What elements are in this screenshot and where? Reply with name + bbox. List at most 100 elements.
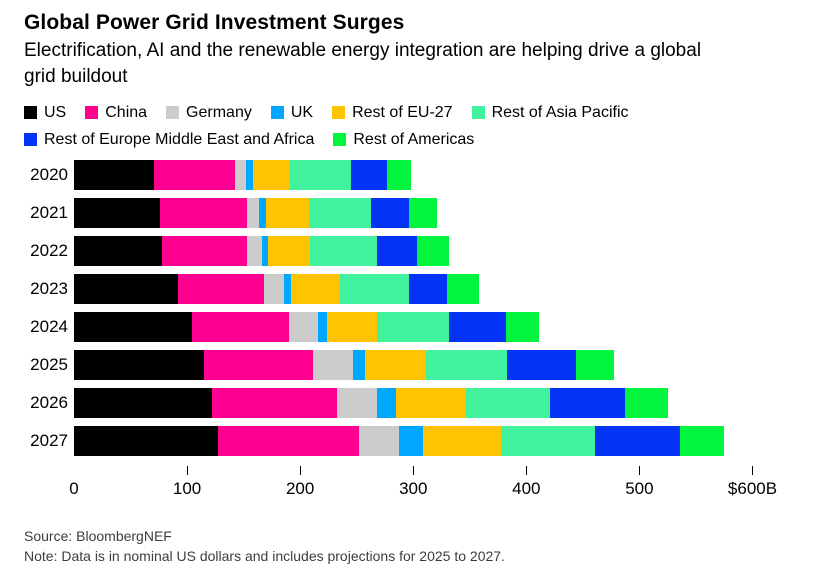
bar-row: 2020 [24,160,792,190]
bar-segment [576,350,615,380]
chart-legend: US China Germany UK Rest of EU-27 Rest of Asi… [24,102,784,150]
legend-swatch-icon [85,106,99,119]
legend-label: UK [290,103,314,121]
year-label: 2027 [30,431,68,450]
bar-segment [268,236,311,266]
legend-swatch-icon [270,106,284,119]
source-text: Source: BloombergNEF [24,528,172,544]
bar-row: 2025 [24,350,792,380]
legend-item: Rest of Americas [333,129,474,150]
legend-swatch-icon [24,133,37,146]
legend-label: Rest of Europe Middle East and Africa [44,130,315,148]
bar-segment [466,388,551,418]
legend-swatch-icon [332,106,346,119]
legend-swatch-icon [24,106,37,119]
axis-tick-mark [752,466,753,475]
bar-segment [247,198,260,228]
bar-segment [377,312,450,342]
legend-item: Rest of Asia Pacific [471,102,629,123]
bar-row: 2026 [24,388,792,418]
bar-segment [501,426,596,456]
bar-segment [312,350,354,380]
bar-segment [396,388,467,418]
legend-item: US [24,102,66,123]
bar-segment [217,426,359,456]
bar-segment [550,388,625,418]
axis-tick-label: $600B [727,479,778,498]
bar-segment [327,312,378,342]
bar-segment [289,160,351,190]
bar-segment [449,312,506,342]
bar-segment [408,198,437,228]
bar-segment [310,236,377,266]
legend-swatch-icon [333,133,347,146]
year-label: 2022 [30,241,68,260]
bar-segment [204,350,313,380]
legend-label: US [44,103,67,121]
bar-segment [358,426,399,456]
bar-segment [288,312,319,342]
bar-segment [162,236,247,266]
year-label: 2020 [30,165,68,184]
axis-tick-mark [525,466,527,475]
bar-segment [309,198,372,228]
bar-segment [371,198,409,228]
bar-segment [74,274,179,304]
bar-segment [505,312,539,342]
axis-tick-mark [299,466,301,475]
bar-track [74,160,792,190]
year-label: 2026 [30,393,68,412]
bar-segment [408,274,448,304]
bar-segment [263,274,285,304]
stacked-bar-chart: 2020 2021 2022 2023 2024 2025 2026 2027 [24,160,792,456]
bar-row: 2023 [24,274,792,304]
bar-segment [74,236,163,266]
axis-tick-label: 200 [285,479,315,498]
bar-track [74,236,792,266]
year-label: 2025 [30,355,68,374]
bar-segment [364,350,426,380]
bar-segment [377,388,397,418]
axis-tick-label: 300 [399,479,428,498]
bar-segment [178,274,264,304]
legend-item: UK [270,102,314,123]
bar-track [74,388,792,418]
bar-segment [291,274,340,304]
bar-row: 2022 [24,236,792,266]
axis-tick-label: 400 [512,479,541,498]
bar-segment [318,312,328,342]
axis-tick-label: 500 [625,479,654,498]
bar-segment [74,388,212,418]
bar-segment [507,350,577,380]
legend-item: Rest of Europe Middle East and Africa [24,129,314,150]
bar-segment [377,236,417,266]
bar-segment [624,388,668,418]
bar-row: 2021 [24,198,792,228]
year-label: 2023 [30,279,68,298]
year-label: 2024 [30,317,68,336]
bar-segment [423,426,502,456]
axis-tick-mark [186,466,188,475]
legend-item: Germany [166,102,252,123]
bar-segment [595,426,681,456]
legend-item: China [85,102,147,123]
bar-segment [246,236,262,266]
bar-segment [387,160,411,190]
bar-segment [191,312,289,342]
legend-label: China [105,103,148,121]
axis-tick-label: 0 [69,479,79,498]
bar-segment [416,236,450,266]
legend-label: Rest of EU-27 [352,103,453,121]
bar-row: 2024 [24,312,792,342]
bar-segment [159,198,247,228]
bar-track [74,426,792,456]
bar-segment [266,198,310,228]
year-label: 2021 [30,203,68,222]
bar-segment [425,350,508,380]
bar-segment [234,160,246,190]
bar-segment [353,350,365,380]
bar-segment [74,198,160,228]
axis-tick-mark [638,466,640,475]
bar-track [74,274,792,304]
